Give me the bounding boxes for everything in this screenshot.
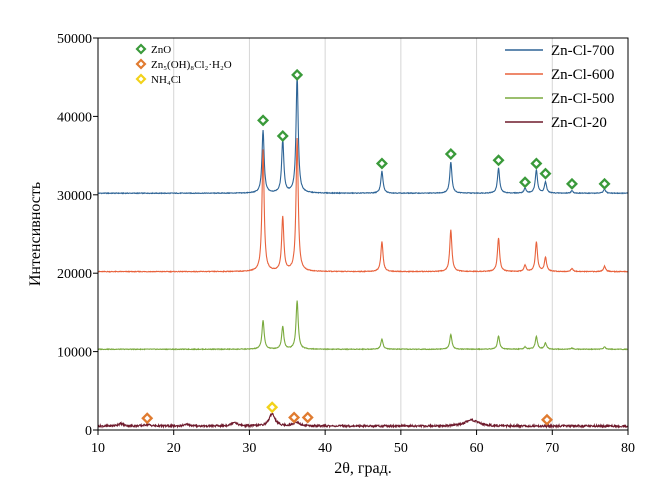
y-axis-title: Интенсивность	[27, 182, 44, 286]
phase-marker	[288, 411, 301, 424]
x-tick-label: 50	[394, 441, 408, 456]
y-tick-label: 20000	[57, 267, 92, 282]
phase-marker	[276, 130, 289, 142]
series-legend-label: Zn-Cl-20	[551, 115, 607, 131]
phase-legend: ZnO Zn₅(OH)₈Cl₂·H₂O NH₄Cl	[135, 43, 232, 86]
plot-frame	[97, 37, 629, 431]
phase-marker	[291, 68, 304, 81]
phase-marker	[565, 177, 578, 190]
series-legend-label: Zn-Cl-600	[551, 67, 614, 83]
series-legend: Zn-Cl-700 Zn-Cl-600 Zn-Cl-500 Zn-Cl-20	[505, 43, 614, 131]
series-line-zn-cl-700	[97, 74, 629, 195]
x-axis-title: 2θ, град.	[334, 460, 391, 477]
phase-legend-marker	[135, 58, 147, 70]
y-tick-label: 10000	[57, 346, 92, 361]
y-tick-label: 0	[85, 424, 92, 439]
x-tick-label: 70	[545, 441, 559, 456]
phase-legend-label: NH₄Cl	[151, 74, 181, 86]
y-tick-label: 50000	[57, 32, 92, 47]
x-tick-label: 20	[167, 441, 181, 456]
phase-marker	[539, 167, 552, 180]
axis-ticks: 10 20 30 40 50 60 70 80 0 10000 20000 30000 40000 500…	[57, 32, 635, 456]
x-tick-label: 40	[318, 441, 332, 456]
x-tick-label: 80	[621, 441, 635, 456]
series-line-zn-cl-20	[97, 412, 629, 430]
y-tick-label: 40000	[57, 110, 92, 125]
phase-legend-label: ZnO	[151, 44, 171, 56]
phase-marker	[257, 114, 270, 127]
phase-marker	[492, 154, 505, 167]
y-tick-label: 30000	[57, 189, 92, 204]
phase-marker	[375, 157, 388, 170]
phase-marker	[266, 401, 279, 414]
phase-marker	[141, 412, 154, 425]
phase-legend-marker	[135, 73, 147, 85]
phase-markers	[141, 68, 611, 426]
series-line-zn-cl-600	[97, 138, 629, 273]
series-legend-label: Zn-Cl-700	[551, 43, 614, 59]
phase-marker	[444, 148, 457, 161]
grid-lines	[173, 38, 553, 430]
x-tick-label: 30	[242, 441, 256, 456]
series-line-zn-cl-500	[97, 300, 629, 351]
phase-marker	[530, 157, 543, 170]
series-lines	[97, 74, 629, 430]
phase-marker	[519, 176, 532, 189]
x-tick-label: 10	[91, 441, 105, 456]
x-tick-label: 60	[470, 441, 484, 456]
phase-legend-marker	[135, 43, 147, 55]
phase-legend-label: Zn₅(OH)₈Cl₂·H₂O	[151, 59, 232, 71]
phase-marker	[540, 413, 553, 426]
series-legend-label: Zn-Cl-500	[551, 91, 614, 107]
phase-marker	[598, 177, 611, 190]
phase-marker	[301, 411, 314, 424]
